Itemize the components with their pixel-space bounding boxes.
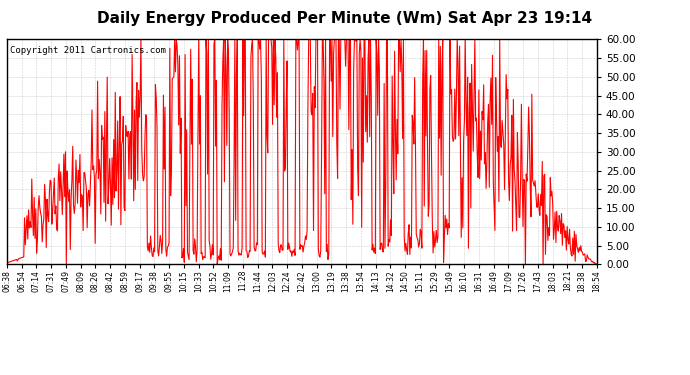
Text: Daily Energy Produced Per Minute (Wm) Sat Apr 23 19:14: Daily Energy Produced Per Minute (Wm) Sa… — [97, 11, 593, 26]
Text: Copyright 2011 Cartronics.com: Copyright 2011 Cartronics.com — [10, 46, 166, 55]
